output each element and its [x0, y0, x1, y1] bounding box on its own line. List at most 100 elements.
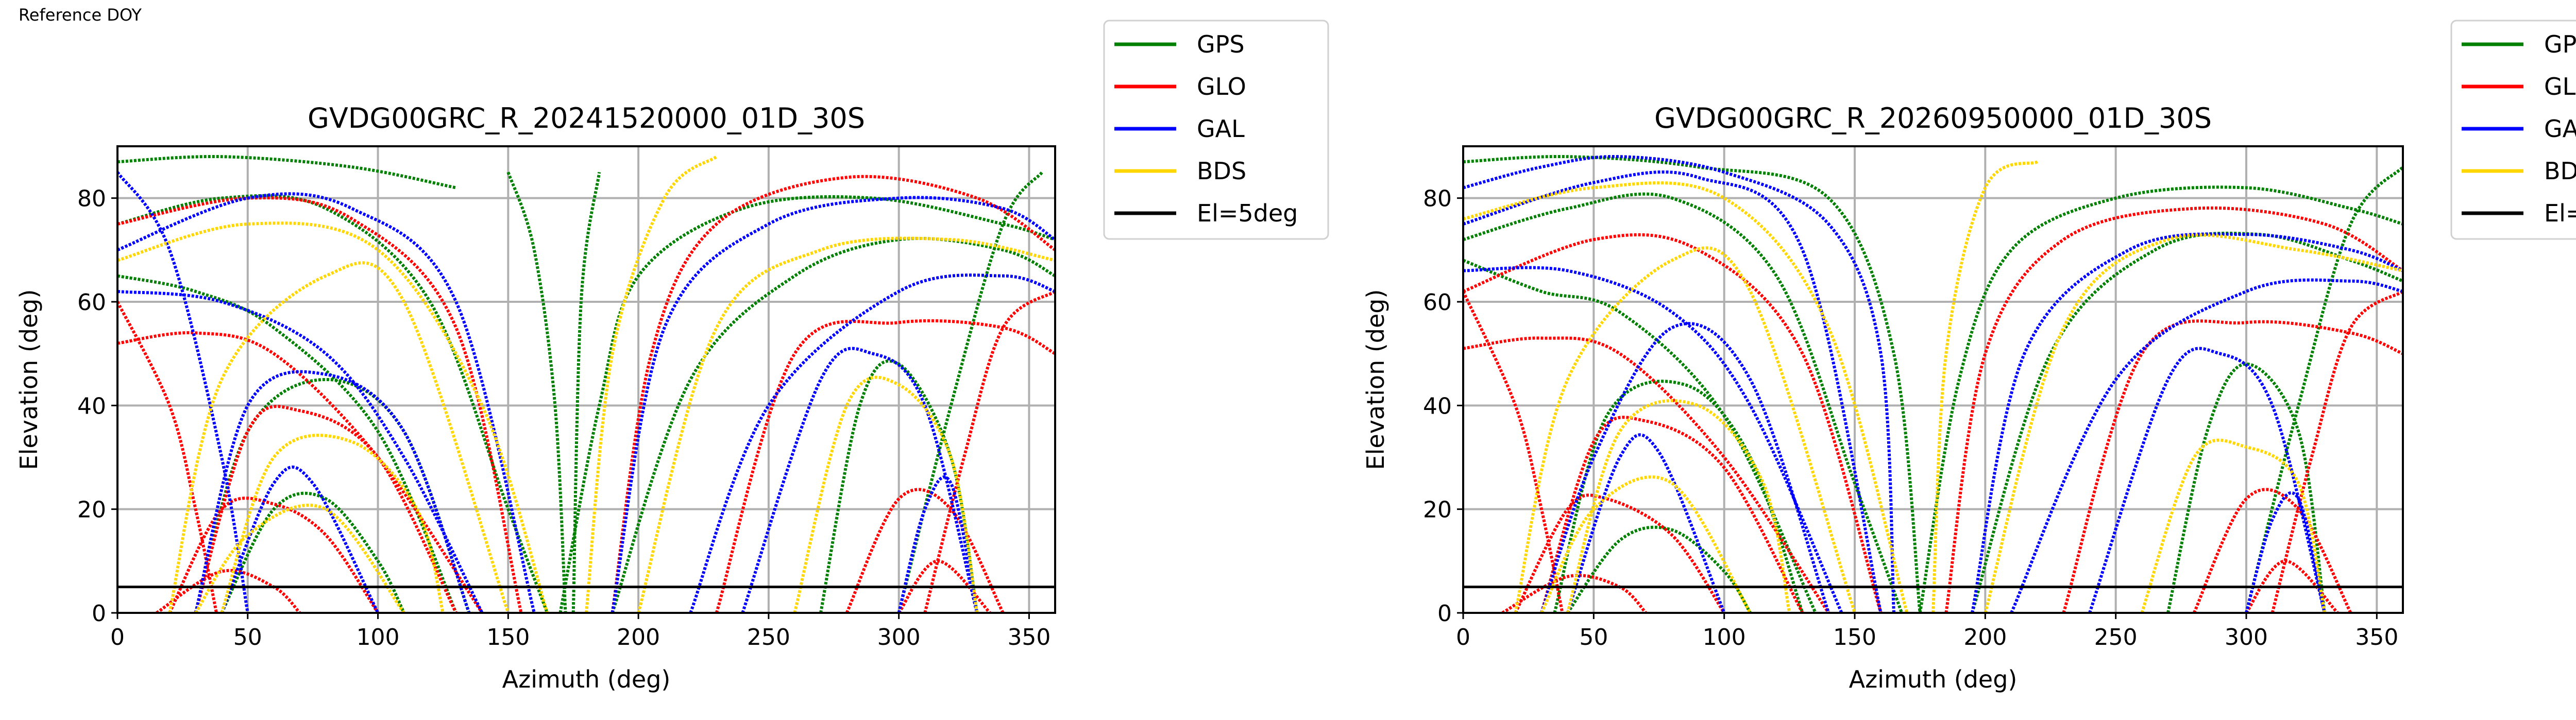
legend-label: GPS	[2544, 30, 2576, 58]
track-glo	[923, 290, 1055, 613]
legend-box	[1103, 20, 1329, 240]
x-tick-label: 350	[1007, 624, 1050, 650]
track-gal	[2010, 278, 2403, 613]
track-gps	[506, 172, 567, 613]
x-tick-label: 300	[2225, 624, 2268, 650]
track-bds	[1540, 475, 1752, 613]
y-tick-label: 0	[92, 601, 106, 627]
track-gps	[611, 236, 1055, 613]
track-gps	[1566, 525, 1752, 613]
y-tick-label: 60	[77, 289, 106, 316]
track-gal	[1463, 155, 1895, 613]
y-axis-label: Elevation (deg)	[15, 289, 43, 470]
chart-title: GVDG00GRC_R_20241520000_01D_30S	[308, 102, 865, 134]
track-glo	[2245, 559, 2339, 613]
track-glo	[156, 569, 301, 613]
legend-label: GAL	[1197, 115, 1245, 143]
track-bds	[2140, 438, 2326, 613]
skyplot-chart-left: GVDG00GRC_R_20241520000_01D_30S Azimuth …	[15, 20, 1329, 693]
axes-frame	[1462, 145, 2404, 614]
track-glo	[117, 331, 484, 613]
legend-label: BDS	[1197, 157, 1246, 185]
reference-doy-label: Reference DOY	[19, 5, 142, 25]
track-glo	[1463, 290, 1564, 613]
x-tick-label: 0	[1456, 624, 1470, 650]
y-tick-label: 80	[1423, 186, 1452, 212]
track-gal	[2088, 347, 2326, 613]
track-gal	[1540, 322, 1831, 613]
x-tick-label: 200	[617, 624, 660, 650]
x-tick-label: 250	[2094, 624, 2138, 650]
x-tick-label: 150	[486, 624, 530, 650]
legend-label: GPS	[1197, 30, 1245, 58]
legend-item-glo: GLO	[1114, 73, 1246, 100]
track-gal	[117, 289, 484, 613]
legend-label: BDS	[2544, 157, 2576, 185]
x-tick-label: 100	[1703, 624, 1746, 650]
track-gal	[117, 192, 536, 613]
track-glo	[1463, 336, 1830, 613]
legend-item-bds: BDS	[2462, 157, 2576, 185]
x-tick-label: 0	[110, 624, 125, 650]
track-gps	[1463, 155, 1922, 613]
track-gal	[611, 196, 1055, 613]
legend-label: El=5deg	[2544, 199, 2576, 227]
track-gps	[2166, 362, 2326, 613]
legend-label: GLO	[1197, 73, 1246, 100]
legend-item-bds: BDS	[1114, 157, 1246, 185]
y-tick-label: 40	[1423, 393, 1452, 419]
track-glo	[1540, 416, 1804, 613]
track-gal	[741, 347, 979, 613]
chart-title: GVDG00GRC_R_20260950000_01D_30S	[1654, 102, 2212, 134]
track-gal	[194, 370, 471, 613]
track-gal	[689, 273, 1055, 613]
legend: GPS GLO GAL BDS El=5deg	[1103, 20, 1329, 240]
legend-item-glo: GLO	[2462, 73, 2576, 100]
track-gal	[1463, 170, 1883, 613]
track-gps	[1463, 259, 1817, 613]
track-bds	[637, 236, 1055, 613]
x-tick-label: 150	[1833, 624, 1876, 650]
track-gps	[117, 194, 549, 613]
y-tick-label: 0	[1437, 601, 1452, 627]
legend-item-gal: GAL	[2462, 115, 2576, 143]
x-tick-label: 300	[877, 624, 921, 650]
legend: GPS GLO GAL BDS El=5deg	[2450, 20, 2576, 240]
track-glo	[611, 175, 1055, 613]
y-tick-label: 20	[1423, 497, 1452, 523]
x-tick-label: 50	[1579, 624, 1608, 650]
track-bds	[1931, 160, 2038, 613]
track-gal	[1566, 433, 1726, 613]
track-gps	[1463, 192, 1904, 613]
legend-label: El=5deg	[1197, 199, 1298, 227]
x-axis-label: Azimuth (deg)	[502, 665, 671, 693]
track-bds	[1984, 233, 2403, 613]
legend-label: GLO	[2544, 73, 2576, 100]
legend-item-gps: GPS	[1114, 30, 1245, 58]
x-tick-label: 50	[233, 624, 262, 650]
track-gal	[220, 466, 380, 613]
legend-item-el-5deg: El=5deg	[1114, 199, 1298, 227]
y-tick-label: 20	[77, 497, 106, 523]
track-bds	[793, 375, 979, 613]
plot-area: 0 50 100 150 200 250 300 350 0 20 40 60 80	[1423, 145, 2404, 650]
x-tick-label: 250	[747, 624, 790, 650]
track-gps	[1971, 231, 2403, 613]
y-axis-label: Elevation (deg)	[1362, 289, 1389, 470]
legend-item-el-5deg: El=5deg	[2462, 199, 2576, 227]
x-axis-label: Azimuth (deg)	[1849, 665, 2018, 693]
tracks	[1463, 155, 2403, 613]
track-glo	[1501, 574, 1647, 613]
track-bds	[168, 261, 510, 613]
legend-item-gal: GAL	[1114, 115, 1245, 143]
y-tick-label: 80	[77, 186, 106, 212]
track-glo	[2270, 290, 2403, 613]
track-glo	[1944, 206, 2403, 613]
track-gps	[571, 172, 601, 613]
legend-label: GAL	[2544, 115, 2576, 143]
track-glo	[117, 196, 523, 613]
track-bds	[117, 221, 549, 613]
x-tick-label: 350	[2355, 624, 2398, 650]
track-gal	[1463, 266, 1843, 613]
